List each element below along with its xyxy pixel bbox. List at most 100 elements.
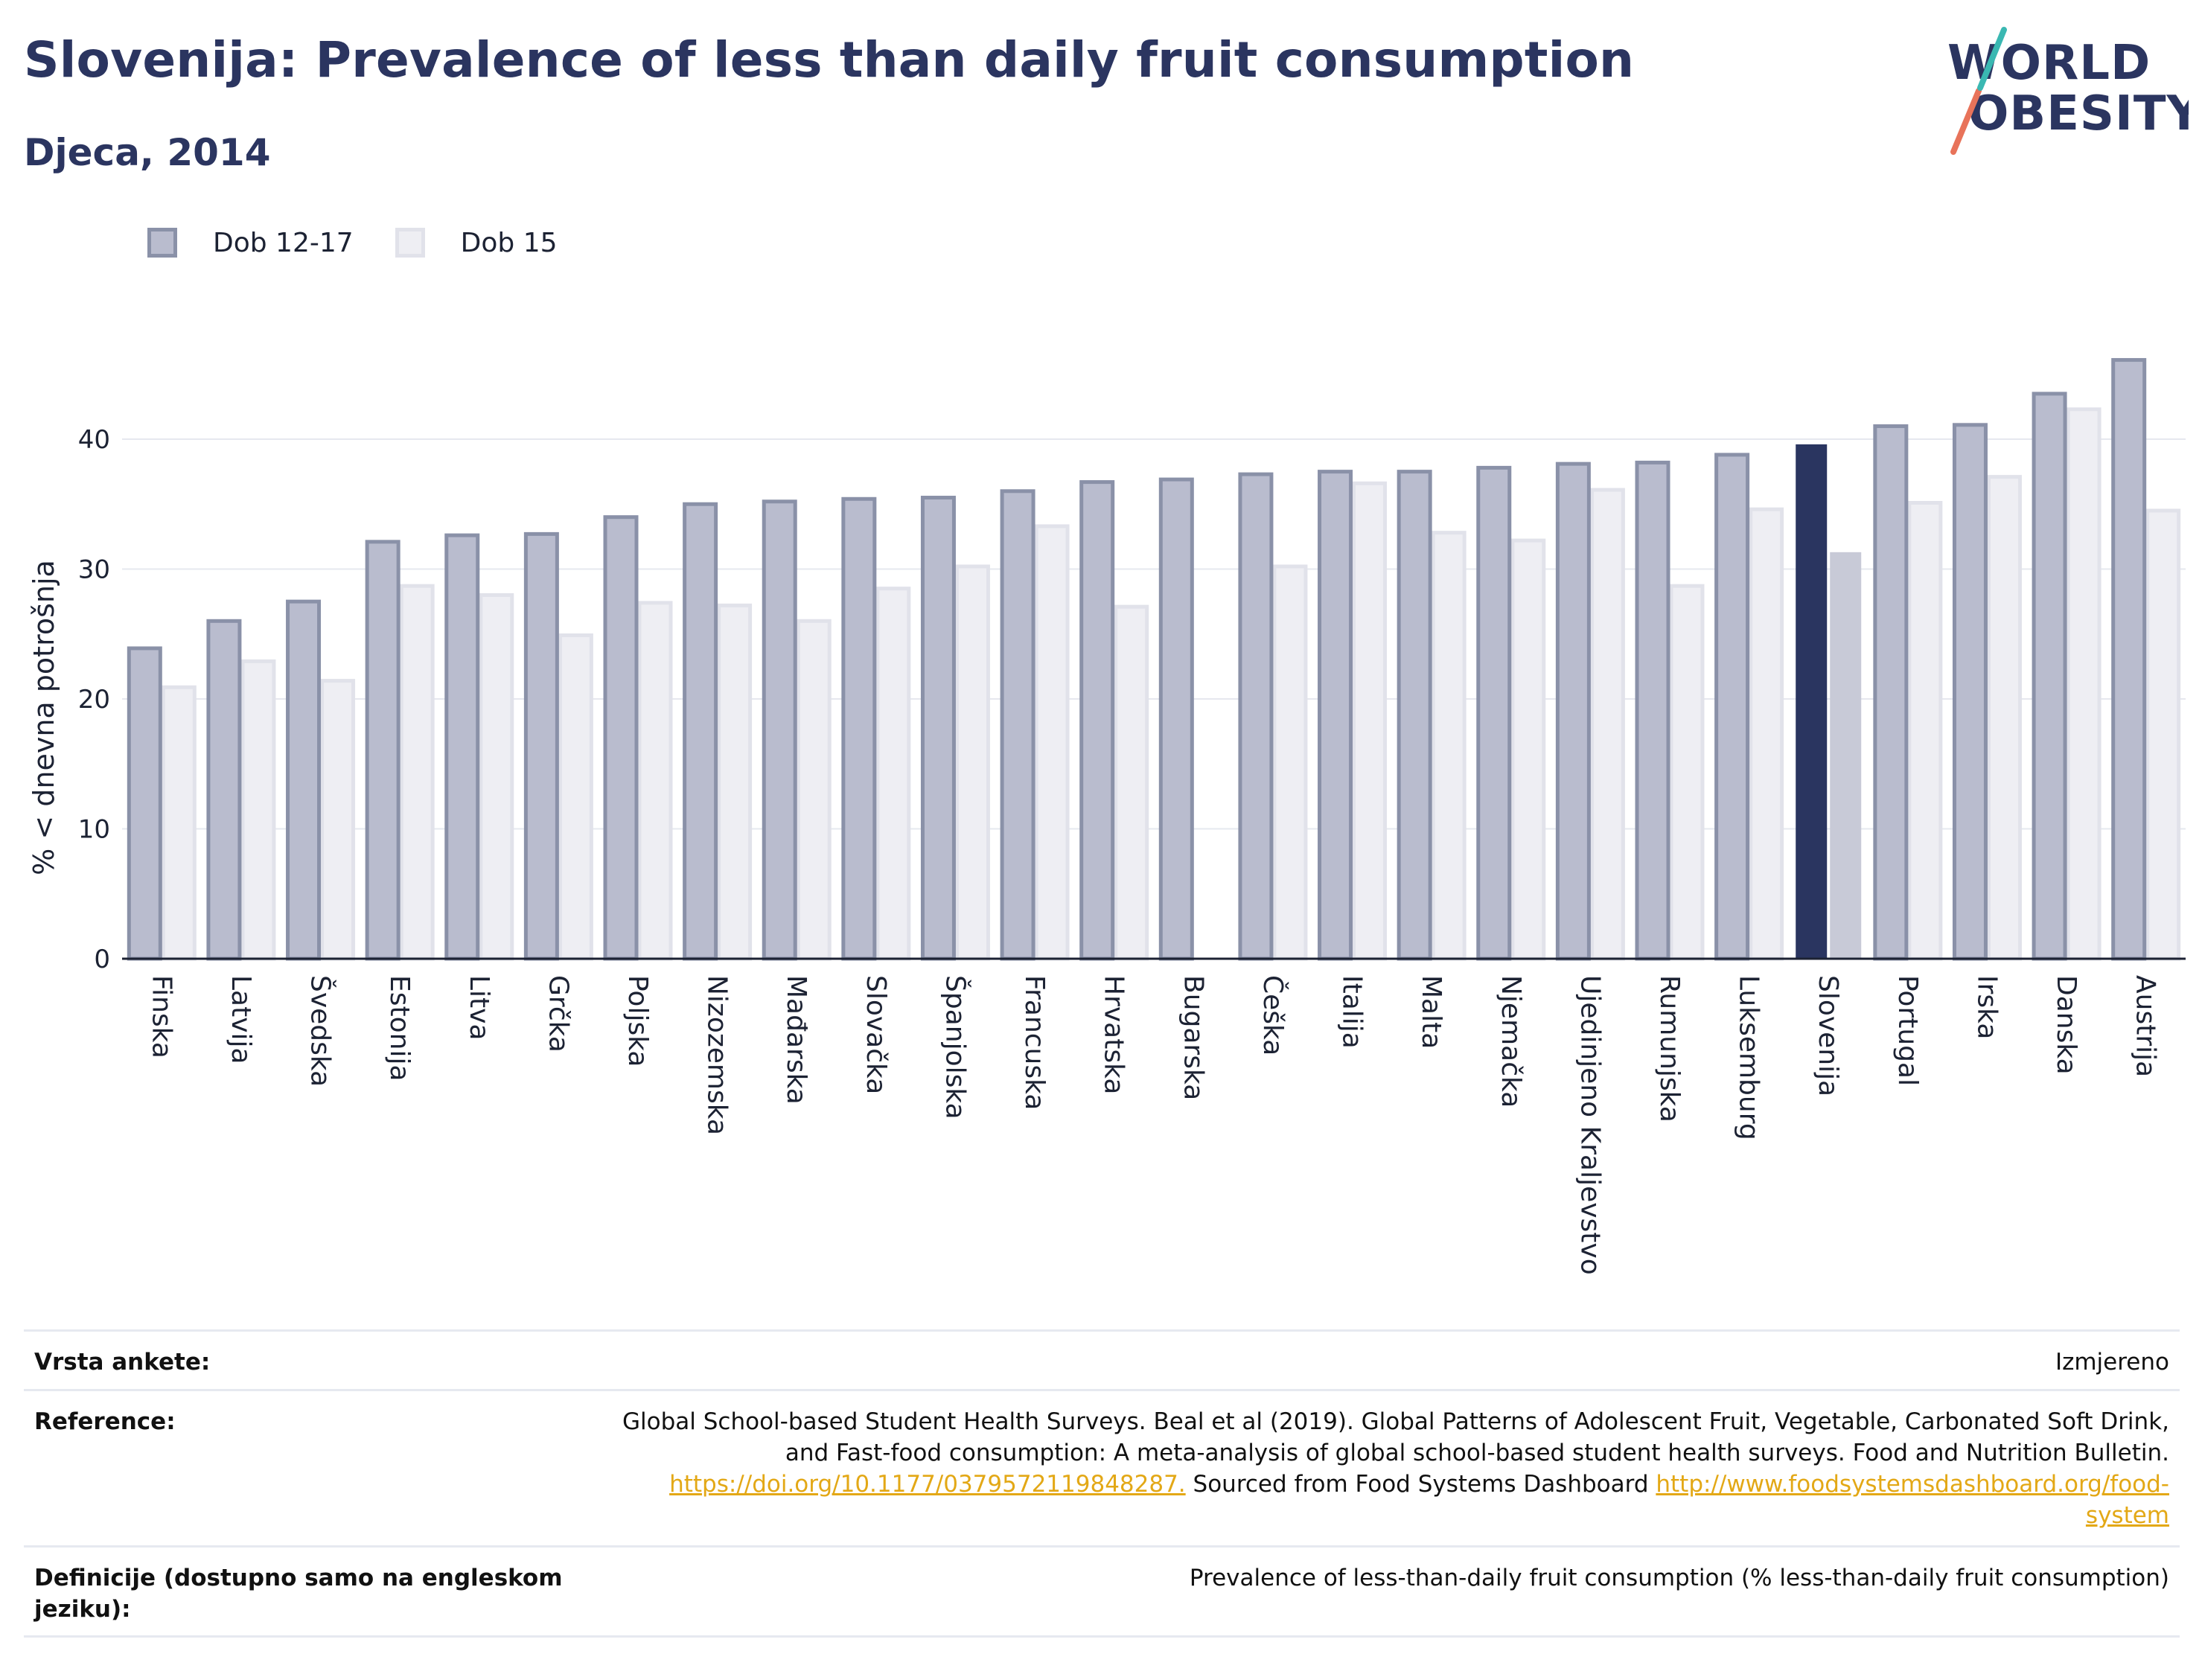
x-tick-label: Grčka	[543, 975, 573, 1053]
x-tick-label: Estonija	[384, 975, 415, 1082]
bar-dob-12-17	[841, 496, 877, 961]
x-tick-label: Danska	[2051, 975, 2081, 1075]
x-tick-label: Nizozemska	[702, 975, 733, 1135]
x-tick-label: Mađarska	[781, 975, 811, 1105]
x-tick-label: Poljska	[622, 975, 653, 1067]
bar-dob-15	[1114, 604, 1149, 961]
x-tick-label: Italija	[1337, 975, 1368, 1049]
definition-row: Definicije (dostupno samo na engleskom j…	[24, 1545, 2180, 1638]
definition-label: Definicije (dostupno samo na engleskom j…	[34, 1565, 563, 1623]
bar-dob-15	[479, 593, 514, 961]
bar-dob-12-17	[1238, 472, 1274, 961]
bar-dob-15	[240, 659, 276, 961]
x-tick-label: Njemačka	[1496, 975, 1526, 1108]
legend-swatch-dob-15	[395, 228, 425, 258]
x-tick-label: Latvija	[226, 975, 256, 1064]
y-tick-label: 0	[94, 945, 110, 974]
bar-dob-15	[320, 679, 356, 961]
x-tick-label: Rumunjska	[1654, 975, 1685, 1122]
x-tick-label: Bugarska	[1178, 975, 1208, 1100]
x-tick-label: Hrvatska	[1099, 975, 1129, 1094]
logo-text-obesity: OBESITY	[1968, 86, 2189, 141]
bar-dob-15	[1907, 501, 1943, 961]
bar-dob-15	[2145, 508, 2181, 961]
bar-dob-12-17	[2111, 358, 2147, 961]
dashboard-link-continued[interactable]: system	[2085, 1502, 2169, 1529]
metadata-table: Vrsta ankete: Izmjereno Reference: Globa…	[24, 1329, 2180, 1638]
chart-legend: Dob 12-17 Dob 15	[147, 220, 599, 265]
reference-line: https://doi.org/10.1177/0379572119848287…	[546, 1469, 2169, 1500]
x-tick-label: Švedska	[305, 975, 336, 1087]
bar-dob-12-17	[762, 499, 797, 961]
y-tick-label: 20	[78, 685, 110, 715]
bar-dob-15	[1510, 538, 1546, 961]
doi-link[interactable]: https://doi.org/10.1177/0379572119848287…	[669, 1471, 1186, 1498]
x-tick-label: Austrija	[2131, 975, 2161, 1077]
bar-dob-12-17	[683, 502, 718, 961]
survey-type-row: Vrsta ankete: Izmjereno	[24, 1329, 2180, 1389]
bar-dob-15	[954, 564, 990, 961]
reference-line: system	[546, 1500, 2169, 1531]
bar-dob-15	[2066, 407, 2102, 961]
legend-label: Dob 12-17	[213, 227, 354, 258]
world-obesity-logo: WORLD OBESITY	[1947, 27, 2189, 155]
bar-dob-15	[875, 587, 911, 961]
survey-type-value: Izmjereno	[2055, 1349, 2169, 1376]
bar-dob-15	[1272, 564, 1308, 961]
x-tick-label: Finska	[146, 975, 176, 1058]
legend-swatch-dob-12-17	[147, 228, 177, 258]
bar-dob-15	[399, 584, 435, 961]
bar-dob-12-17	[523, 531, 559, 961]
bar-dob-12-17	[2032, 392, 2067, 961]
bar-dob-15	[1431, 531, 1467, 961]
x-tick-label: Slovenija	[1813, 975, 1843, 1096]
survey-type-label: Vrsta ankete:	[34, 1349, 211, 1376]
y-tick-label: 30	[78, 555, 110, 585]
bar-dob-15	[1669, 584, 1705, 961]
bar-dob-12-17	[1952, 423, 1988, 961]
bar-dob-12-17	[1635, 460, 1670, 961]
y-tick-label: 10	[78, 815, 110, 845]
x-tick-label: Luksemburg	[1734, 975, 1764, 1140]
bar-dob-15	[558, 633, 593, 961]
bar-dob-15	[161, 685, 197, 961]
bar-chart: 0 10 20 30 40 % < dnevna potrošnja Finska Latvi…	[28, 358, 2186, 1275]
x-tick-label: Malta	[1416, 975, 1446, 1049]
reference-row: Reference: Global School-based Student H…	[24, 1389, 2180, 1545]
bar-dob-12-17	[1873, 424, 1909, 961]
bar-dob-12-17	[1000, 489, 1035, 961]
bar-dob-12-17	[1318, 470, 1353, 961]
definition-value: Prevalence of less-than-daily fruit cons…	[1189, 1565, 2169, 1591]
x-tick-label: Litva	[464, 975, 494, 1041]
bar-dob-15	[717, 603, 753, 961]
dashboard-link[interactable]: http://www.foodsystemsdashboard.org/food…	[1656, 1471, 2169, 1498]
y-axis-title: % < dnevna potrošnja	[28, 560, 60, 875]
bar-dob-12-17	[1796, 444, 1828, 959]
reference-line: and Fast-food consumption: A meta-analys…	[785, 1440, 2169, 1466]
bar-dob-12-17	[206, 619, 242, 961]
legend-item-dob-15[interactable]: Dob 15	[395, 228, 558, 258]
page-subtitle: Djeca, 2014	[24, 131, 271, 174]
bar-dob-12-17	[920, 496, 956, 961]
x-tick-label: Češka	[1257, 975, 1289, 1055]
bar-dob-12-17	[1555, 461, 1591, 961]
x-tick-label: Ujedinjeno Kraljevstvo	[1574, 975, 1605, 1275]
bar-dob-12-17	[444, 533, 480, 961]
page-title: Slovenija: Prevalence of less than daily…	[24, 31, 1635, 89]
bar-dob-12-17	[1079, 480, 1115, 961]
x-tick-label: Slovačka	[861, 975, 891, 1094]
legend-item-dob-12-17[interactable]: Dob 12-17	[147, 228, 354, 258]
x-tick-label: Portugal	[1892, 975, 1923, 1086]
bar-dob-15	[1352, 481, 1388, 961]
bar-dob-15	[1034, 524, 1070, 961]
bar-dob-12-17	[286, 599, 322, 961]
reference-value: Global School-based Student Health Surve…	[546, 1406, 2169, 1531]
reference-label: Reference:	[34, 1408, 176, 1435]
bar-dob-12-17	[365, 540, 400, 961]
bar-dob-15	[1589, 488, 1625, 961]
bar-dob-12-17	[603, 515, 639, 961]
bar-dob-12-17	[1714, 453, 1750, 961]
bar-dob-12-17	[1158, 477, 1194, 961]
bar-dob-12-17	[1397, 470, 1432, 961]
x-tick-label: Španjolska	[939, 975, 971, 1120]
